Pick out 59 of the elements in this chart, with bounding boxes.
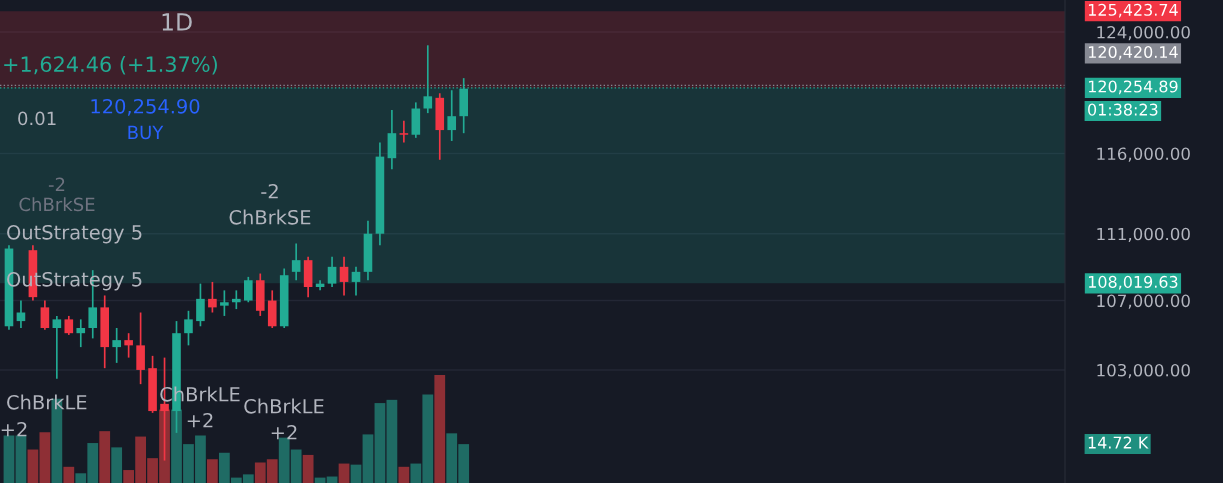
annotation: OutStrategy 5 xyxy=(7,224,142,244)
annotation: +2 xyxy=(187,412,213,428)
bar xyxy=(99,431,111,483)
y-tick-label: 124,000.00 xyxy=(1097,25,1190,41)
candlestick xyxy=(423,44,433,114)
bar xyxy=(3,435,15,483)
bar xyxy=(398,466,410,483)
bar xyxy=(386,399,398,483)
annotation: +2 xyxy=(271,424,297,440)
candlestick xyxy=(232,289,241,310)
bar xyxy=(338,463,350,483)
candlestick xyxy=(399,119,409,144)
candlestick xyxy=(291,242,301,282)
candlestick xyxy=(208,281,217,314)
bar xyxy=(111,447,123,483)
candlestick xyxy=(447,89,457,142)
ref-line-label: 120,420.14 xyxy=(1088,45,1178,60)
candlestick xyxy=(124,332,133,359)
annotation: ChBrkSE xyxy=(229,209,311,225)
bar xyxy=(362,434,374,483)
y-tick-label: 116,000.00 xyxy=(1097,147,1190,162)
bar xyxy=(374,403,386,483)
annotation: 120,254.90 xyxy=(91,98,200,116)
candlestick xyxy=(243,276,253,304)
bar xyxy=(434,375,446,483)
candlestick xyxy=(196,282,205,328)
annotation: -2 xyxy=(48,177,65,191)
candlestick xyxy=(220,289,229,317)
text: +1,624.46 (+1.37%) xyxy=(4,55,217,75)
candlestick xyxy=(351,265,361,297)
annotation: 0.01 xyxy=(18,111,56,126)
band-label: 108,019.63 xyxy=(1088,275,1178,290)
candlestick xyxy=(76,318,86,348)
annotation: +2 xyxy=(1,421,27,437)
annotation: -2 xyxy=(261,183,278,199)
ref-line-label: 120,254.89 xyxy=(1088,80,1178,95)
band-label: 125,423.74 xyxy=(1088,3,1178,18)
y-tick-label: 111,000.00 xyxy=(1097,227,1190,242)
annotation: ChBrkLE xyxy=(244,398,324,414)
bar xyxy=(350,464,362,483)
annotation: BUY xyxy=(128,125,164,140)
annotation: ChBrkLE xyxy=(7,394,87,410)
candlestick xyxy=(112,327,121,364)
chart-title: 1D xyxy=(162,13,192,31)
y-tick-label: 107,000.00 xyxy=(1097,294,1190,309)
bar xyxy=(63,466,75,483)
y-tick-label: 103,000.00 xyxy=(1097,363,1190,379)
candlestick xyxy=(327,255,337,288)
text: 01:38:23 xyxy=(1088,103,1158,116)
text: 14.72 K xyxy=(1088,436,1149,449)
candlestick xyxy=(40,299,50,331)
candlestick xyxy=(64,315,74,336)
bar xyxy=(302,454,314,483)
candlestick xyxy=(339,255,349,297)
candlestick xyxy=(184,309,193,347)
candlestick xyxy=(52,315,62,380)
bar xyxy=(207,459,218,483)
bar xyxy=(15,435,27,483)
annotation: ChBrkSE xyxy=(19,197,95,212)
